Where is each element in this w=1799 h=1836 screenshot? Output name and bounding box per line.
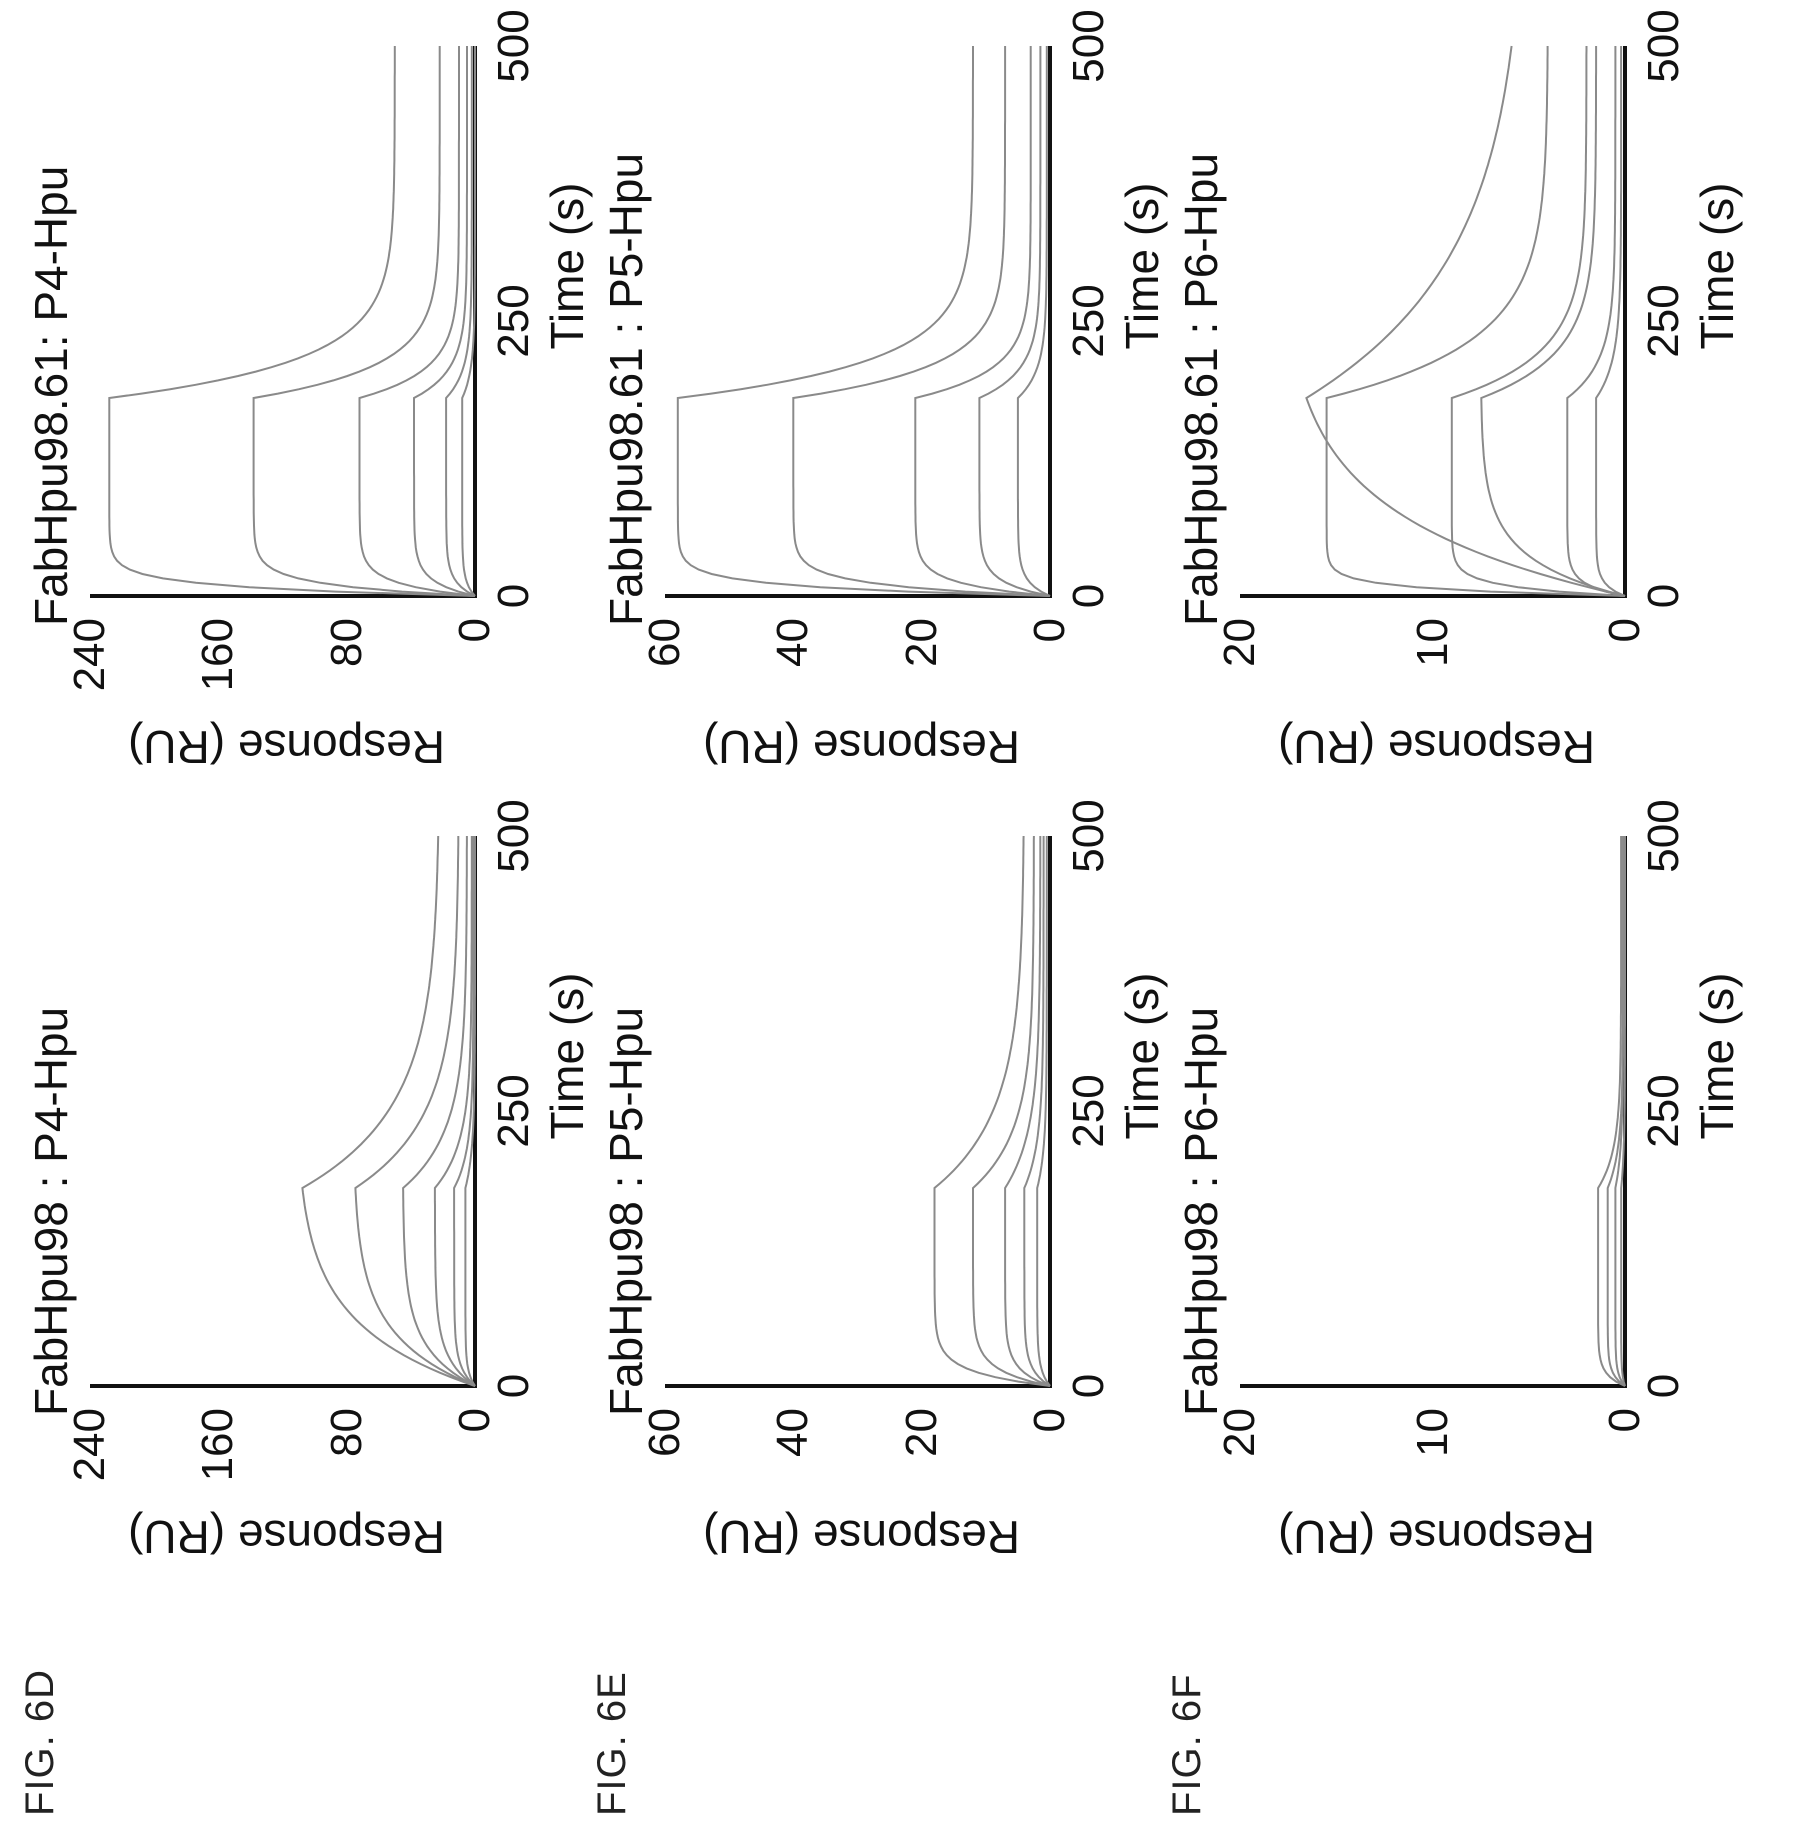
y-axis-label: Response (RU) (703, 721, 1020, 773)
series-line (914, 46, 1051, 597)
axes (1240, 836, 1627, 1388)
plot-area (665, 835, 1052, 1388)
series-line (792, 46, 1051, 597)
series-line (301, 835, 476, 1387)
series-line (972, 835, 1051, 1387)
series-line (1023, 836, 1051, 1387)
series-line (354, 836, 476, 1387)
series-line (1016, 46, 1051, 597)
axes (90, 46, 477, 598)
panel-6f-left: FabHpu98 : P6-Hpu Response (RU) Time (s) 0 1… (1175, 799, 1743, 1563)
plot-area (1240, 836, 1627, 1388)
series-line (1036, 836, 1051, 1387)
series-line (978, 46, 1051, 597)
series-line (461, 46, 476, 597)
series-line (1614, 836, 1626, 1387)
plot-area (90, 835, 477, 1388)
panel-6d-left: FabHpu98 : P4-Hpu Response (RU) Time (s) 0 8… (25, 799, 593, 1563)
series-line (252, 46, 476, 597)
axes (665, 46, 1052, 598)
figure-label-6f: FIG. 6F (1165, 1673, 1209, 1816)
panel-6d-right: FabHpu98.61: P4-Hpu Response (RU) Time (s)… (25, 9, 593, 773)
series-line (413, 46, 476, 597)
series-line (108, 46, 476, 597)
y-axis-label: Response (RU) (128, 1511, 445, 1563)
plot-area (665, 46, 1052, 598)
panel-6e-left: FabHpu98 : P5-Hpu Response (RU) Time (s) 0 2… (600, 799, 1168, 1563)
series-line (1597, 836, 1626, 1387)
y-axis-label: Response (RU) (1278, 721, 1595, 773)
axes (90, 836, 477, 1388)
figure-label-6d: FIG. 6D (18, 1668, 62, 1816)
x-axis-label: Time (s) (541, 182, 593, 350)
x-axis-label: Time (s) (1691, 972, 1743, 1140)
series-line (1620, 836, 1626, 1387)
series-line (1566, 46, 1626, 597)
series-line (464, 836, 476, 1387)
panel-6f-right: FabHpu98.61 : P6-Hpu Response (RU) Time (s… (1175, 9, 1743, 773)
series-line (1595, 46, 1626, 597)
series-line (676, 46, 1051, 597)
series-line (1450, 46, 1626, 597)
series-line (1004, 836, 1051, 1387)
series-line (1325, 46, 1626, 597)
y-axis-label: Response (RU) (1278, 1511, 1595, 1563)
series-line (402, 836, 476, 1387)
plot-area (90, 46, 477, 598)
x-axis-label: Time (s) (1116, 182, 1168, 350)
figure-label-6e: FIG. 6E (590, 1671, 634, 1816)
series-line (1480, 46, 1626, 597)
series-line (453, 836, 476, 1387)
series-line (358, 46, 476, 597)
series-line (1305, 45, 1626, 597)
series-line (933, 835, 1051, 1387)
panel-6e-right: FabHpu98.61 : P5-Hpu Response (RU) Time (s… (600, 9, 1168, 773)
x-axis-label: Time (s) (541, 972, 593, 1140)
y-axis-label: Response (RU) (703, 1511, 1020, 1563)
x-axis-label: Time (s) (1116, 972, 1168, 1140)
y-axis-label: Response (RU) (128, 721, 445, 773)
series-line (445, 46, 476, 597)
plot-area (1240, 45, 1627, 598)
x-axis-label: Time (s) (1691, 182, 1743, 350)
series-line (433, 836, 476, 1387)
